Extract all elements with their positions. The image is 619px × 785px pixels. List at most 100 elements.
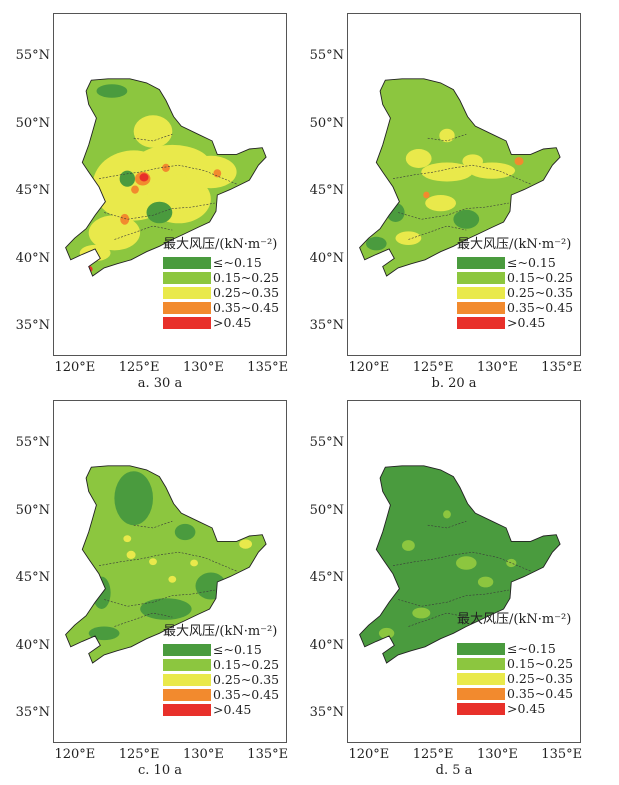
legend-swatch: [163, 301, 211, 314]
value-patch: [162, 163, 170, 172]
legend-label: 0.25~0.35: [507, 285, 574, 300]
legend-swatch: [163, 271, 211, 284]
legend-item: 0.25~0.35: [457, 285, 573, 300]
lon-tick-label: 135°E: [247, 360, 289, 375]
lon-tick-label: 120°E: [348, 360, 390, 375]
value-patch: [174, 523, 196, 541]
legend-label: >0.45: [507, 701, 546, 716]
lon-tick-label: 125°E: [118, 747, 160, 762]
lat-tick-label: 40°N: [15, 250, 50, 266]
value-patch: [412, 607, 431, 619]
legend-swatch: [457, 256, 505, 269]
lat-tick-label: 45°N: [15, 570, 50, 586]
lat-tick-label: 50°N: [15, 502, 50, 518]
panel-caption: d. 5 a: [435, 763, 473, 778]
map-frame: [53, 13, 287, 356]
value-patch: [395, 231, 422, 245]
legend-swatch: [163, 643, 211, 656]
value-patch: [456, 556, 477, 570]
value-patch: [423, 191, 430, 199]
value-patch: [185, 155, 237, 189]
value-patch: [88, 626, 120, 641]
value-patch: [119, 170, 135, 187]
lat-tick-label: 45°N: [309, 183, 344, 199]
legend-label: 0.35~0.45: [213, 300, 280, 315]
value-patch: [96, 84, 128, 98]
legend-item: >0.45: [163, 702, 279, 717]
legend-swatch: [163, 316, 211, 329]
value-patch: [146, 201, 173, 224]
legend-label: 0.35~0.45: [213, 687, 280, 702]
value-patch: [386, 203, 405, 222]
legend-item: 0.25~0.35: [163, 285, 279, 300]
region-outline: [359, 78, 561, 277]
lon-tick-label: 120°E: [348, 747, 390, 762]
legend-item: 0.35~0.45: [457, 686, 573, 701]
lat-tick-label: 40°N: [309, 637, 344, 653]
value-patch: [213, 169, 222, 178]
boundary-line: [114, 612, 173, 627]
value-patch: [123, 535, 132, 543]
value-patch: [168, 575, 177, 583]
panel-caption: a. 30 a: [137, 376, 183, 391]
lon-tick-label: 135°E: [541, 360, 583, 375]
legend-label: 0.35~0.45: [507, 686, 574, 701]
boundary-line: [104, 589, 215, 607]
region-outline: [65, 465, 267, 664]
legend-label: ≤~0.15: [507, 255, 556, 270]
legend-label: 0.15~0.25: [213, 270, 280, 285]
boundary-line: [398, 202, 509, 220]
legend: 最大风压/(kN·m⁻²) ≤~0.15 0.15~0.25 0.25~0.35 0.3…: [457, 608, 573, 716]
lon-tick-label: 125°E: [118, 360, 160, 375]
legend-swatch: [163, 256, 211, 269]
value-patch: [443, 510, 451, 519]
value-patch: [453, 209, 480, 229]
lon-tick-label: 130°E: [477, 747, 518, 762]
lat-tick-label: 45°N: [15, 183, 50, 199]
lon-tick-label: 120°E: [54, 747, 96, 762]
legend-swatch: [163, 658, 211, 671]
value-patch: [425, 195, 456, 212]
legend-item: 0.25~0.35: [163, 672, 279, 687]
legend-title: 最大风压/(kN·m⁻²): [163, 237, 278, 252]
value-patch: [514, 157, 524, 166]
legend-swatch: [457, 642, 505, 655]
legend-item: >0.45: [457, 701, 573, 716]
legend-label: 0.25~0.35: [213, 672, 280, 687]
value-patch: [88, 215, 141, 251]
map-frame: [347, 13, 581, 356]
lat-tick-label: 50°N: [15, 115, 50, 131]
legend-label: >0.45: [507, 315, 546, 330]
lat-tick-label: 35°N: [309, 705, 344, 721]
lat-tick-label: 45°N: [309, 570, 344, 586]
panel-caption: c. 10 a: [138, 763, 182, 778]
boundary-line: [392, 164, 531, 185]
region-outline: [359, 465, 561, 664]
map-frame: [347, 400, 581, 743]
boundary-line: [392, 551, 531, 572]
boundary-line: [398, 589, 509, 607]
legend-label: ≤~0.15: [507, 641, 556, 656]
legend-item: 0.15~0.25: [457, 270, 573, 285]
value-patches: [79, 84, 237, 273]
boundary-line: [408, 612, 467, 627]
legend-label: 0.15~0.25: [507, 656, 574, 671]
boundary-line: [98, 551, 237, 572]
lat-tick-label: 35°N: [309, 318, 344, 334]
lat-tick-label: 55°N: [15, 48, 50, 64]
lat-tick-label: 35°N: [15, 705, 50, 721]
value-patch: [79, 244, 111, 262]
legend-item: ≤~0.15: [457, 255, 573, 270]
value-patch: [477, 576, 494, 588]
lat-tick-label: 55°N: [309, 435, 344, 451]
legend-item: 0.15~0.25: [457, 656, 573, 671]
lon-tick-label: 125°E: [412, 360, 454, 375]
lat-tick-label: 35°N: [15, 318, 50, 334]
legend-item: 0.25~0.35: [457, 671, 573, 686]
lon-tick-label: 130°E: [183, 360, 224, 375]
value-patch: [92, 576, 111, 609]
legend-item: >0.45: [163, 315, 279, 330]
legend-item: ≤~0.15: [163, 642, 279, 657]
value-patch: [366, 236, 387, 251]
boundary-line: [114, 225, 173, 240]
